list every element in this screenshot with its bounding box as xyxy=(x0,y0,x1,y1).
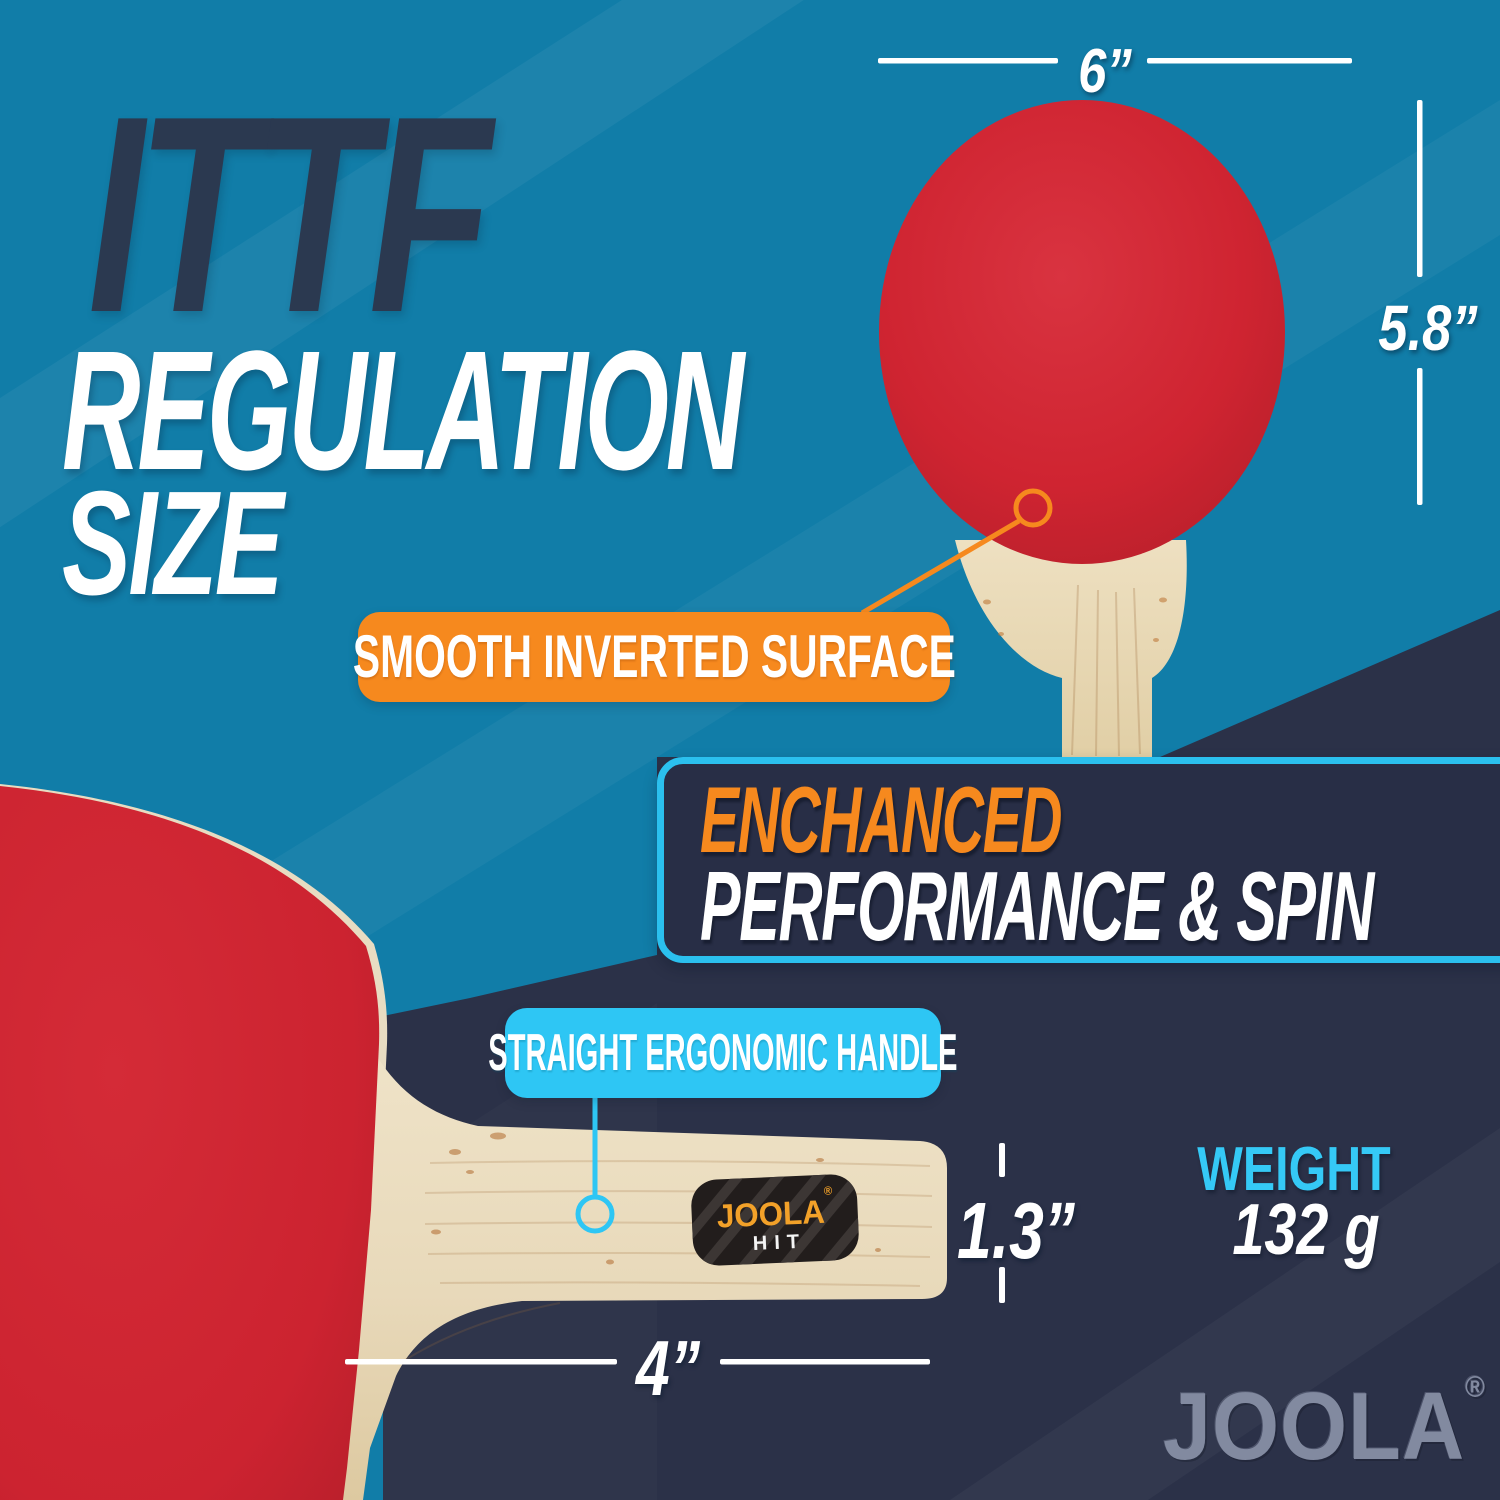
handle-label: JOOLA® HIT xyxy=(690,1173,860,1266)
bottom-paddle-blade xyxy=(0,786,380,1500)
handle-label-brand: JOOLA® xyxy=(715,1183,833,1235)
top-handle-speckles xyxy=(983,597,1167,642)
feature-panel: ENCHANCED PERFORMANCE & SPIN xyxy=(657,757,1500,963)
handle-label-model: HIT xyxy=(752,1230,807,1255)
blade-height-value: 5.8” xyxy=(1378,292,1478,364)
blade-width-line-right xyxy=(1147,58,1352,64)
blade-width-value: 6” xyxy=(1078,37,1132,106)
bottom-handle-speckles xyxy=(295,1079,881,1265)
surface-pointer-circle xyxy=(1013,488,1053,528)
surface-callout-badge: SMOOTH INVERTED SURFACE xyxy=(353,612,955,702)
handle-thickness-value: 1.3” xyxy=(957,1186,1075,1275)
brand-logo: JOOLA® xyxy=(1163,1373,1485,1475)
handle-thickness-tick-bottom xyxy=(999,1267,1005,1303)
top-paddle-handle xyxy=(955,540,1187,757)
feature-panel-line1: ENCHANCED xyxy=(700,767,1062,872)
title-regulation: REGULATION xyxy=(62,316,744,506)
blade-height-line-bottom xyxy=(1417,368,1423,505)
weight-value: 132 g xyxy=(1232,1190,1380,1270)
brand-registered-mark: ® xyxy=(1465,1371,1486,1404)
background-stripe xyxy=(0,0,804,528)
bottom-handle-grain xyxy=(404,1160,933,1361)
navy-wedge xyxy=(1160,610,1500,757)
surface-callout-label: SMOOTH INVERTED SURFACE xyxy=(352,623,956,690)
handle-label-registered-mark: ® xyxy=(823,1183,833,1198)
handle-pointer-circle xyxy=(575,1194,615,1234)
handle-label-plate xyxy=(691,1174,859,1266)
bottom-paddle-handle xyxy=(295,1044,947,1500)
blade-height-line-top xyxy=(1417,100,1423,277)
surface-leader-line xyxy=(860,518,1021,616)
handle-length-line-left xyxy=(345,1359,617,1365)
title-size: SIZE xyxy=(62,461,284,626)
handle-length-value: 4” xyxy=(635,1324,701,1412)
weight-label: WEIGHT xyxy=(1197,1135,1391,1204)
handle-label-brand-text: JOOLA xyxy=(715,1192,826,1235)
handle-callout-badge: STRAIGHT ERGONOMIC HANDLE xyxy=(488,1008,958,1098)
title-ittf: ITTF xyxy=(88,59,492,371)
dimension-lines xyxy=(345,58,1423,1365)
feature-panel-line2: PERFORMANCE & SPIN xyxy=(700,851,1374,961)
handle-length-line-right xyxy=(720,1359,930,1365)
blade-width-line-left xyxy=(878,58,1058,64)
brand-logo-text: JOOLA xyxy=(1163,1373,1466,1480)
handle-thickness-tick-top xyxy=(999,1143,1005,1177)
handle-callout-label: STRAIGHT ERGONOMIC HANDLE xyxy=(488,1024,958,1082)
top-paddle-blade xyxy=(879,100,1285,564)
top-handle-grain xyxy=(1071,584,1141,757)
